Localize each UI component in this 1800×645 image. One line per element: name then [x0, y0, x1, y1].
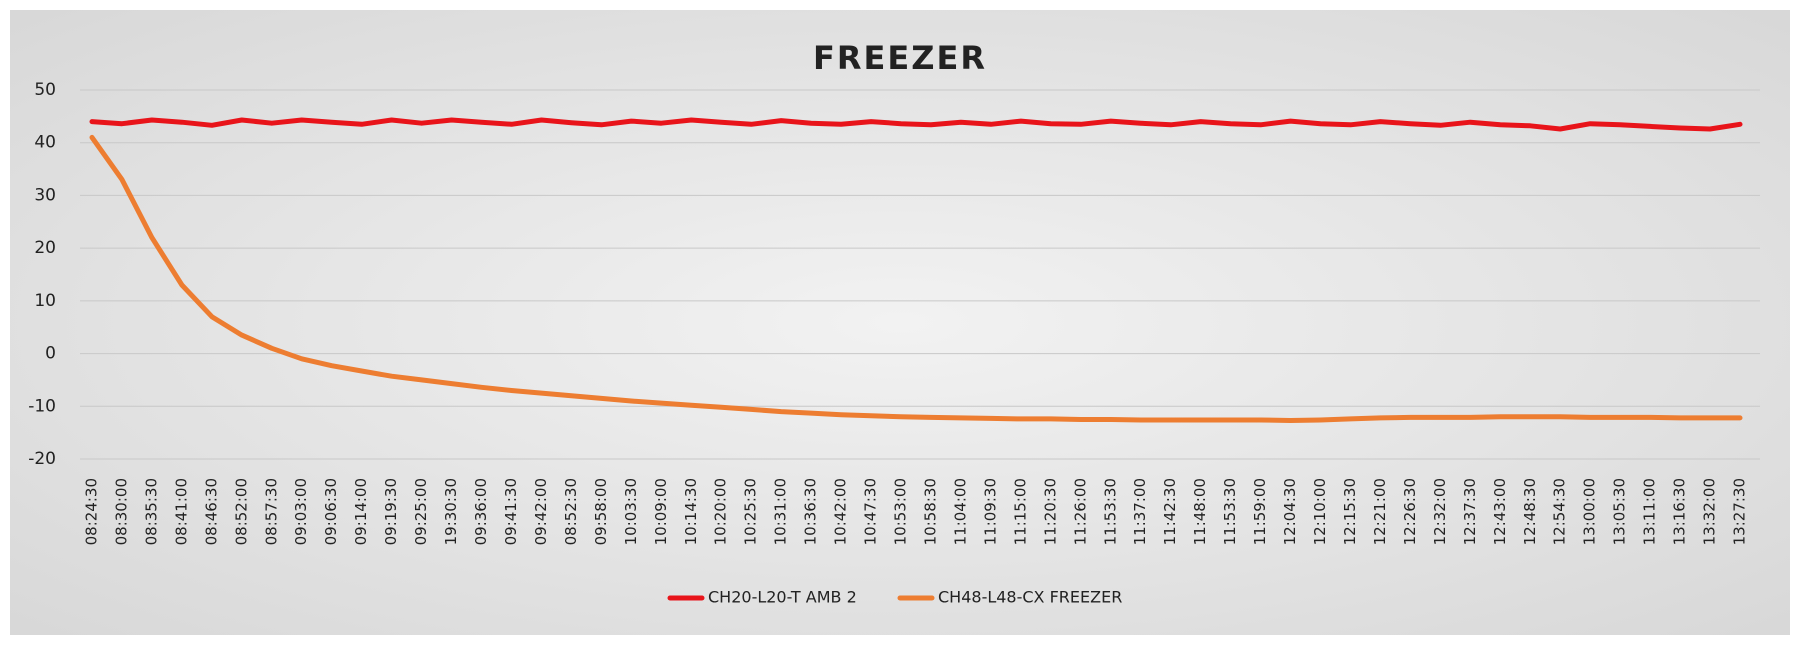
chart-title: FREEZER [813, 39, 987, 77]
x-tick-label: 12:15:30 [1341, 478, 1359, 545]
x-tick-label: 10:03:30 [622, 478, 640, 545]
x-tick-label: 10:53:00 [892, 478, 910, 545]
x-tick-label: 11:04:00 [951, 478, 969, 545]
x-tick-label: 12:21:00 [1371, 478, 1389, 545]
x-tick-label: 10:42:00 [832, 478, 850, 545]
x-tick-label: 08:30:00 [112, 478, 130, 545]
x-tick-label: 11:48:00 [1191, 478, 1209, 545]
x-tick-label: 11:42:30 [1161, 478, 1179, 545]
x-tick-label: 10:31:00 [772, 478, 790, 545]
ticks: -20 -10 0 10 20 30 40 50 08:24:30 08:30:00 08:35:3… [28, 80, 1748, 545]
x-tick-label: 08:52:30 [562, 478, 580, 545]
x-tick-label: 08:52:00 [232, 478, 250, 545]
x-tick-label: 11:53:30 [1101, 478, 1119, 545]
y-tick-label: 20 [34, 238, 56, 258]
x-tick-label: 13:27:30 [1731, 478, 1749, 545]
x-tick-label: 10:36:30 [802, 478, 820, 545]
legend-label: CH48-L48-CX FREEZER [938, 588, 1122, 607]
x-tick-label: 10:20:00 [712, 478, 730, 545]
x-tick-label: 11:20:30 [1041, 478, 1059, 545]
y-tick-label: 40 [34, 133, 56, 153]
x-tick-label: 12:26:30 [1401, 478, 1419, 545]
y-tick-label: 50 [34, 80, 56, 100]
x-tick-label: 12:48:30 [1521, 478, 1539, 545]
x-tick-label: 13:32:00 [1701, 478, 1719, 545]
x-tick-label: 09:19:30 [382, 478, 400, 545]
x-tick-label: 09:36:00 [472, 478, 490, 545]
y-tick-label: 0 [45, 344, 56, 364]
x-tick-label: 10:14:30 [682, 478, 700, 545]
x-tick-label: 11:15:00 [1011, 478, 1029, 545]
x-tick-label: 08:35:30 [142, 478, 160, 545]
x-tick-label: 11:53:30 [1221, 478, 1239, 545]
grid [80, 89, 1760, 460]
lines [89, 117, 1743, 423]
x-tick-label: 11:59:00 [1251, 478, 1269, 545]
x-tick-label: 10:25:30 [742, 478, 760, 545]
x-tick-label: 09:42:00 [532, 478, 550, 545]
chart-background [10, 10, 1790, 635]
x-tick-label: 10:09:00 [652, 478, 670, 545]
x-tick-label: 12:32:00 [1431, 478, 1449, 545]
y-tick-label: 10 [34, 291, 56, 311]
x-tick-label: 08:24:30 [83, 478, 101, 545]
x-tick-label: 12:37:30 [1461, 478, 1479, 545]
x-tick-label: 11:26:00 [1071, 478, 1089, 545]
x-tick-label: 19:30:30 [442, 478, 460, 545]
legend: CH20-L20-T AMB 2 CH48-L48-CX FREEZER [667, 588, 1122, 607]
x-tick-label: 09:41:30 [502, 478, 520, 545]
x-tick-label: 13:16:30 [1671, 478, 1689, 545]
x-tick-label: 13:05:30 [1611, 478, 1629, 545]
x-tick-label: 13:11:00 [1641, 478, 1659, 545]
x-tick-label: 09:14:00 [352, 478, 370, 545]
x-tick-label: 10:58:30 [921, 478, 939, 545]
x-tick-label: 12:43:00 [1491, 478, 1509, 545]
x-tick-label: 09:06:30 [322, 478, 340, 545]
x-tick-label: 12:54:30 [1551, 478, 1569, 545]
y-tick-label: -20 [28, 449, 56, 469]
x-tick-label: 10:47:30 [862, 478, 880, 545]
x-tick-label: 08:46:30 [202, 478, 220, 545]
x-tick-label: 09:25:00 [412, 478, 430, 545]
y-tick-label: 30 [34, 185, 56, 205]
x-tick-label: 11:37:00 [1131, 478, 1149, 545]
x-tick-label: 08:57:30 [262, 478, 280, 545]
x-tick-label: 13:00:00 [1581, 478, 1599, 545]
data-line [89, 117, 1743, 132]
x-tick-label: 09:03:00 [292, 478, 310, 545]
x-tick-label: 12:04:30 [1281, 478, 1299, 545]
data-line [89, 134, 1743, 423]
x-tick-label: 12:10:00 [1311, 478, 1329, 545]
x-tick-label: 09:58:00 [592, 478, 610, 545]
y-tick-label: -10 [28, 396, 56, 416]
x-tick-label: 08:41:00 [172, 478, 190, 545]
legend-label: CH20-L20-T AMB 2 [708, 588, 857, 607]
x-tick-label: 11:09:30 [981, 478, 999, 545]
